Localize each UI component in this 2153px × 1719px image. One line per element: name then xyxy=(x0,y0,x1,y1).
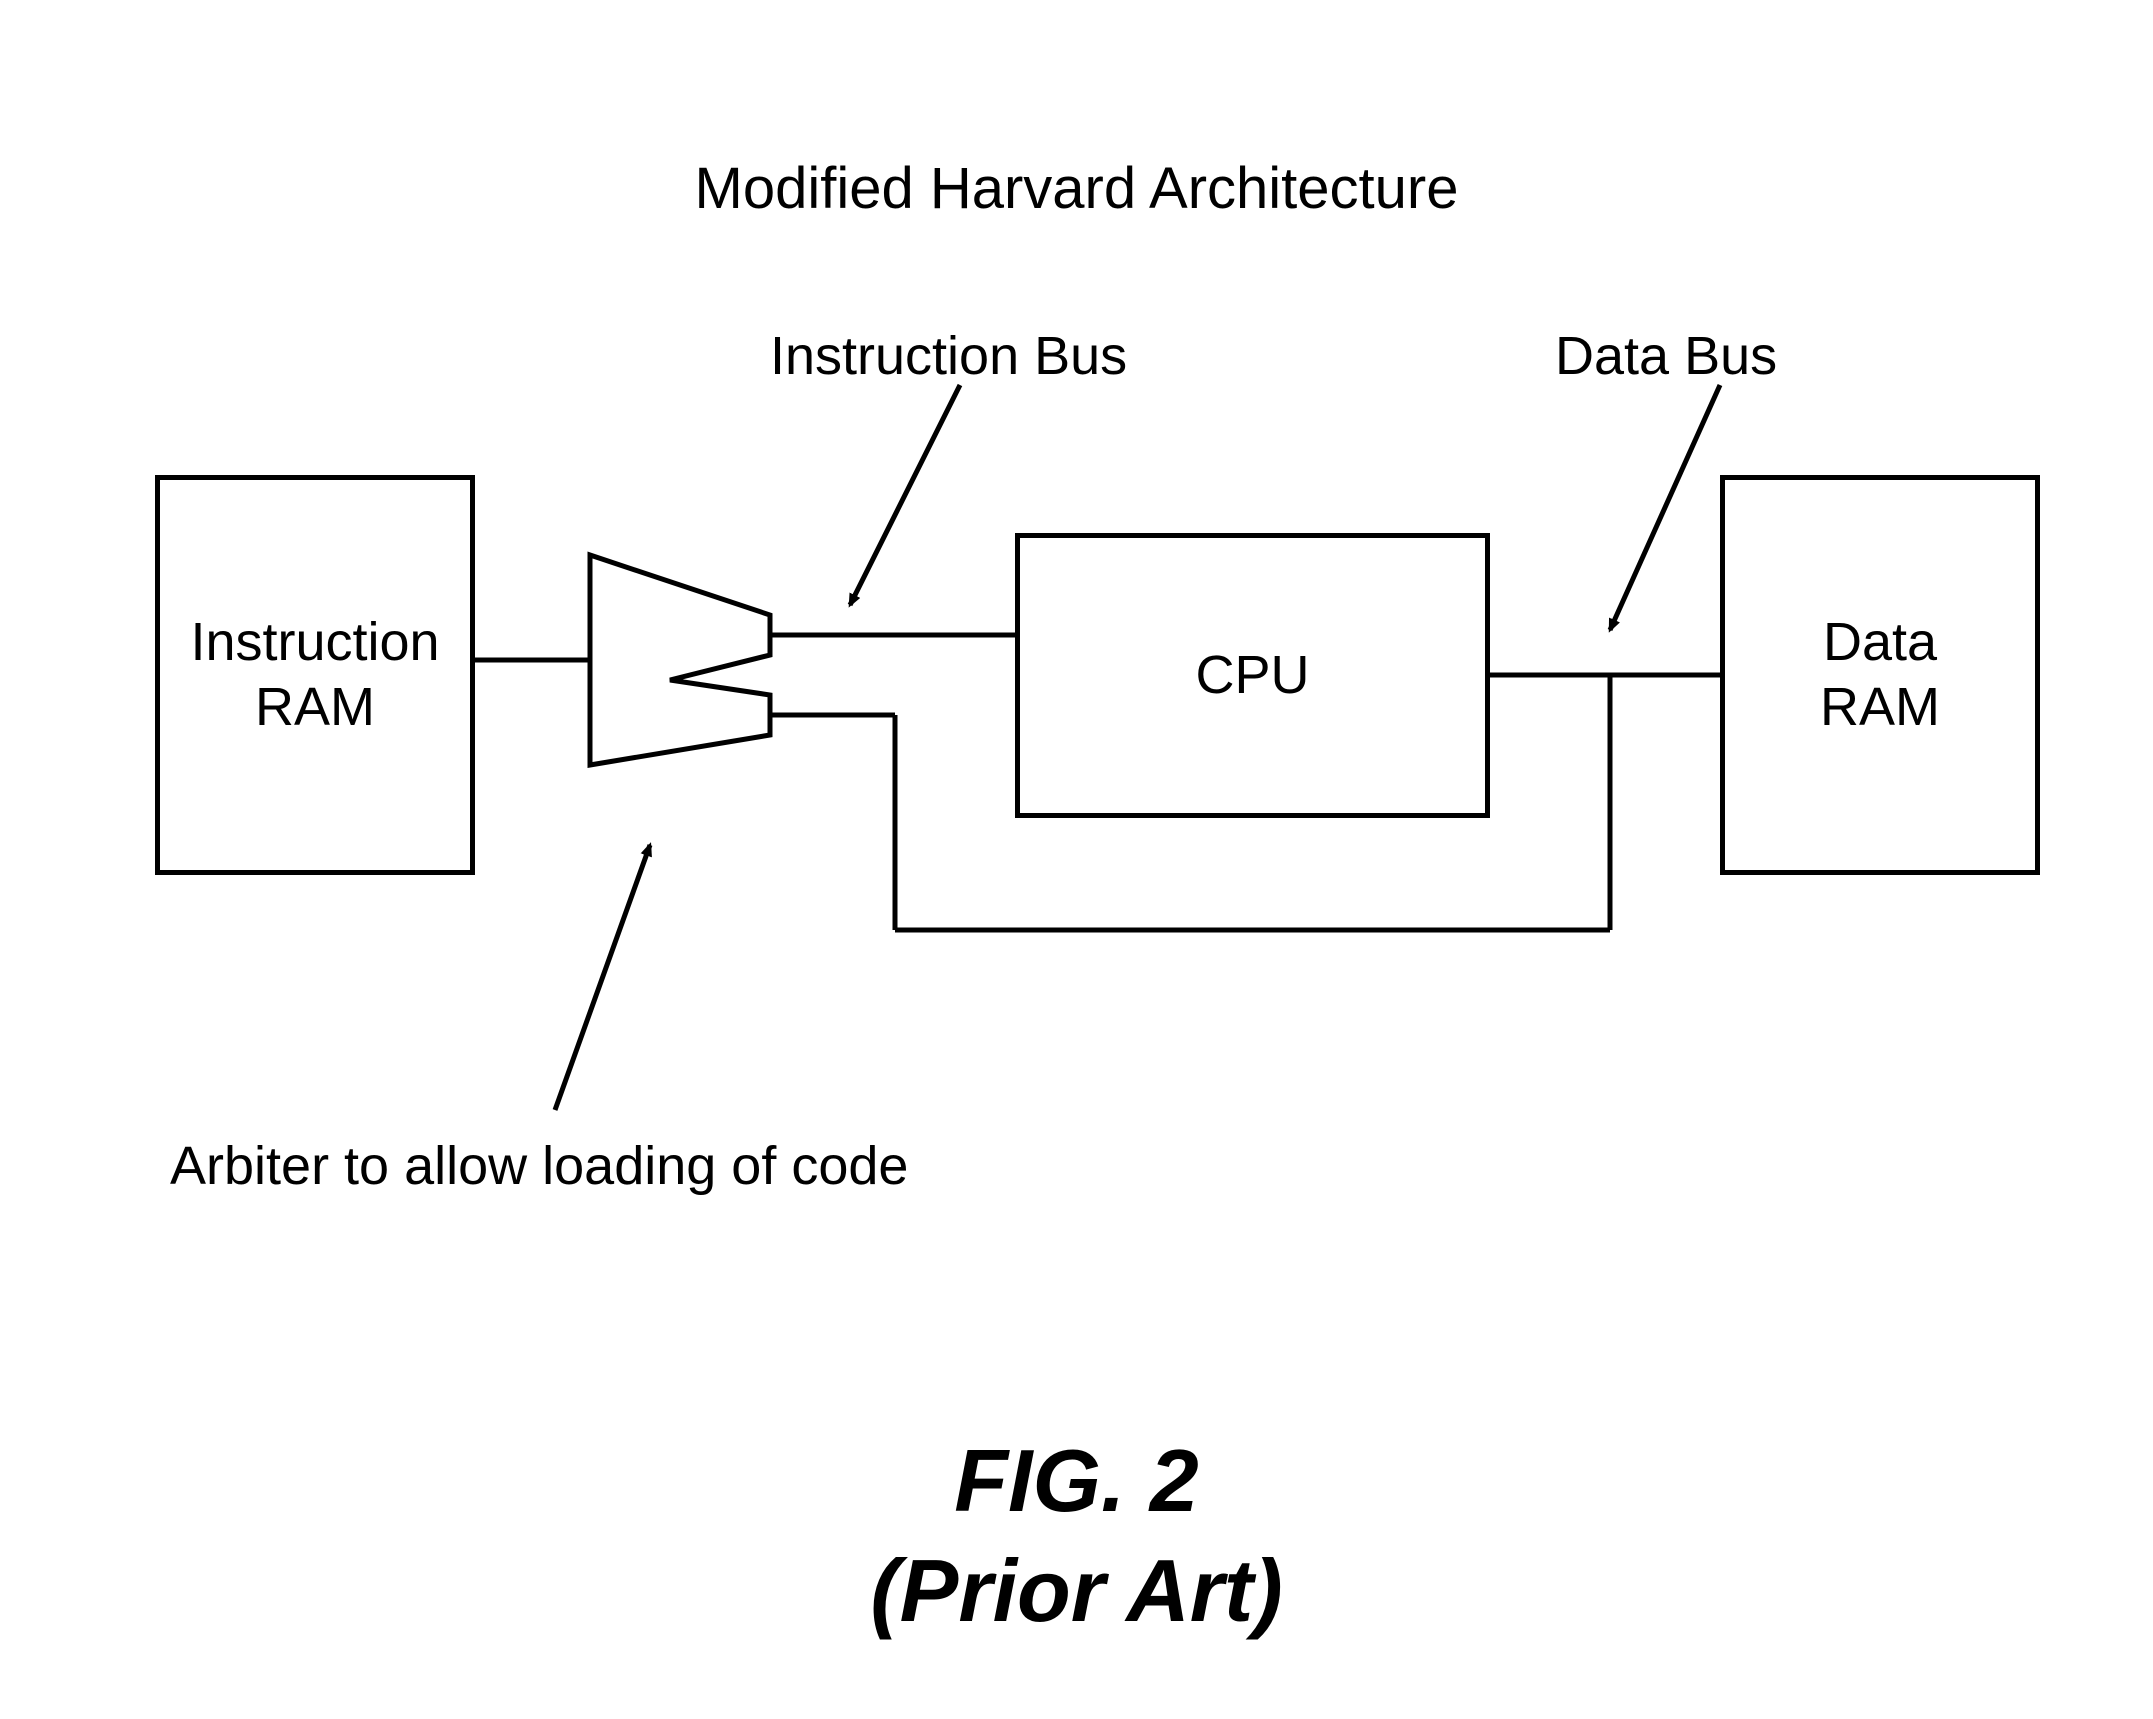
data-ram-block: DataRAM xyxy=(1720,475,2040,875)
prior-art-caption: (Prior Art) xyxy=(0,1540,2153,1642)
diagram-canvas: Modified Harvard Architecture Instructio… xyxy=(0,0,2153,1719)
ptr-instruction-bus xyxy=(850,385,960,605)
arbiter-label: Arbiter to allow loading of code xyxy=(170,1135,908,1197)
cpu-block: CPU xyxy=(1015,533,1490,818)
instruction-ram-block: InstructionRAM xyxy=(155,475,475,875)
arbiter-mux-shape xyxy=(590,555,770,765)
diagram-title: Modified Harvard Architecture xyxy=(0,155,2153,222)
ptr-arbiter xyxy=(555,845,650,1110)
instruction-bus-label: Instruction Bus xyxy=(770,325,1127,387)
ptr-data-bus xyxy=(1610,385,1720,630)
data-ram-label: DataRAM xyxy=(1820,610,1940,740)
figure-number: FIG. 2 xyxy=(0,1430,2153,1532)
data-bus-label: Data Bus xyxy=(1555,325,1777,387)
cpu-label: CPU xyxy=(1195,643,1309,708)
instruction-ram-label: InstructionRAM xyxy=(190,610,439,740)
